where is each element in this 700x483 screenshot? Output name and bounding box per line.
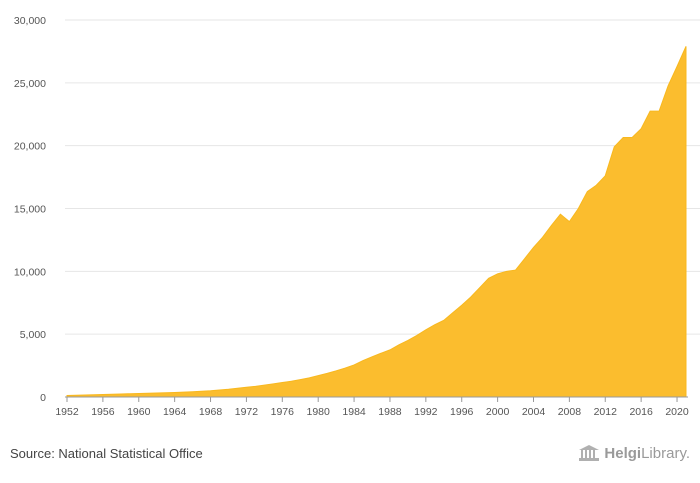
x-tick-label: 1972 — [235, 406, 259, 418]
y-tick-label: 20,000 — [14, 141, 46, 153]
y-tick-label: 25,000 — [14, 78, 46, 90]
y-tick-label: 5,000 — [20, 329, 46, 341]
y-tick-label: 15,000 — [14, 204, 46, 216]
y-tick-label: 30,000 — [14, 15, 46, 27]
x-tick-label: 2008 — [558, 406, 582, 418]
x-tick-label: 1980 — [307, 406, 331, 418]
y-tick-label: 10,000 — [14, 266, 46, 278]
x-tick-label: 2000 — [486, 406, 510, 418]
library-building-icon — [579, 445, 600, 461]
x-tick-label: 1996 — [450, 406, 474, 418]
x-tick-label: 1988 — [378, 406, 402, 418]
x-tick-label: 1984 — [342, 406, 366, 418]
x-tick-label: 2004 — [522, 406, 546, 418]
helgi-library-logo[interactable]: HelgiLibrary. — [578, 444, 690, 462]
x-tick-label: 1960 — [127, 406, 151, 418]
x-tick-label: 1976 — [271, 406, 295, 418]
x-tick-label: 2016 — [629, 406, 653, 418]
x-tick-label: 1952 — [55, 406, 79, 418]
logo-text: HelgiLibrary. — [604, 444, 690, 462]
x-tick-label: 2012 — [594, 406, 618, 418]
x-tick-label: 1968 — [199, 406, 223, 418]
footer: Source: National Statistical Office Helg… — [0, 430, 700, 483]
axes: 0 5,000 10,000 15,000 20,000 25,000 30,000 1952… — [14, 15, 689, 418]
area-fill — [66, 46, 687, 398]
area-chart: 0 5,000 10,000 15,000 20,000 25,000 30,000 1952… — [14, 15, 700, 418]
x-tick-label: 1964 — [163, 406, 187, 418]
area-series — [66, 46, 687, 398]
x-tick-label: 1956 — [91, 406, 115, 418]
source-note: Source: National Statistical Office — [10, 446, 203, 461]
y-tick-label: 0 — [40, 392, 46, 404]
x-tick-label: 1992 — [414, 406, 438, 418]
x-tick-label: 2020 — [665, 406, 689, 418]
